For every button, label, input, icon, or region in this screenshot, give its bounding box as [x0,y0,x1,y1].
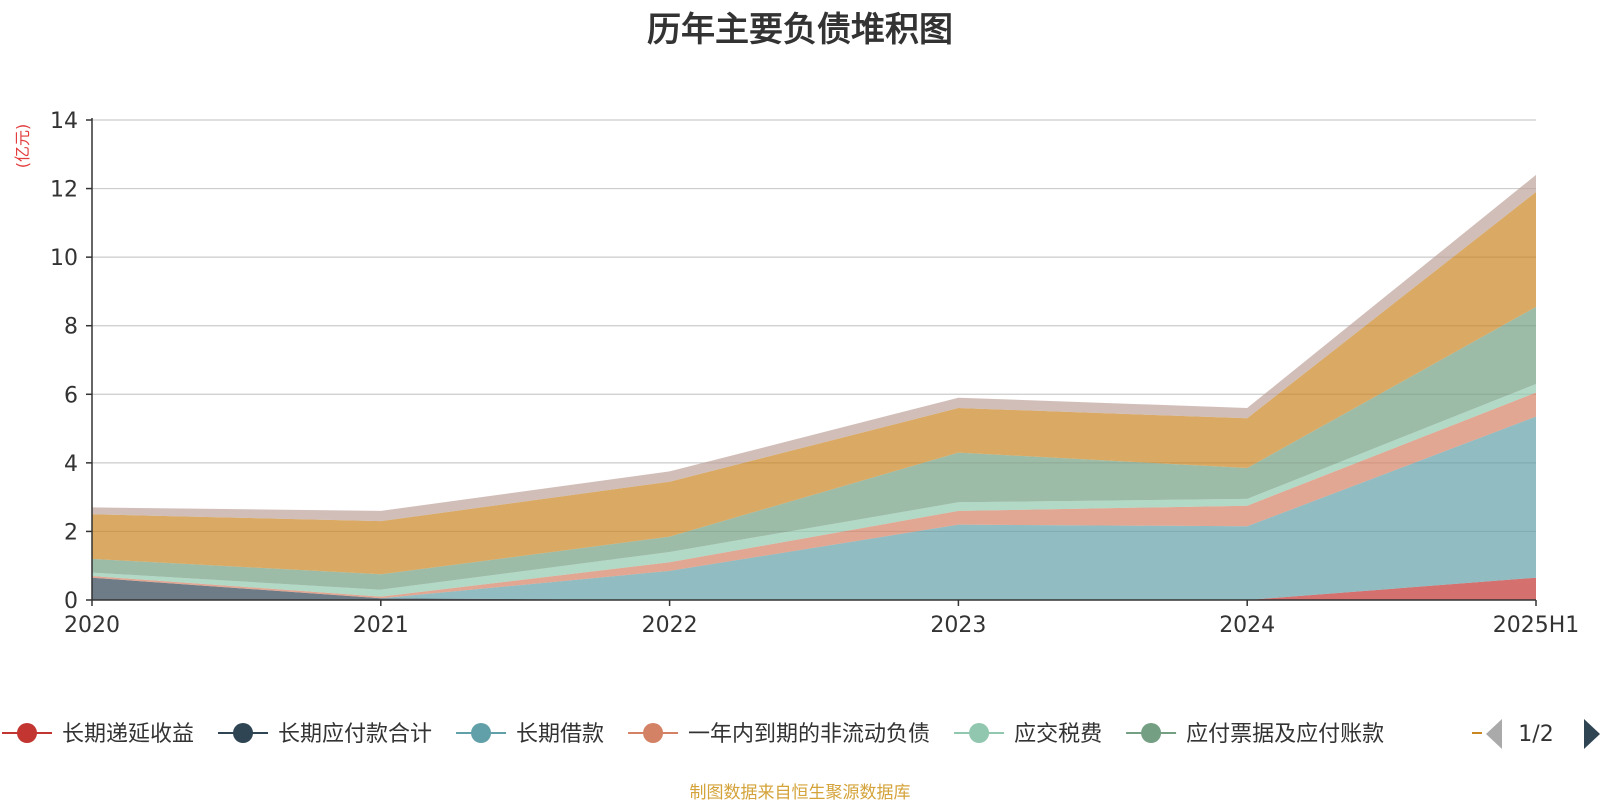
x-tick-label: 2020 [64,613,120,638]
x-tick-label: 2025H1 [1493,613,1580,638]
area-series-2 [92,416,1536,600]
area-series-0 [92,577,1536,600]
legend-marker-4[interactable] [969,723,990,743]
legend-label-1[interactable]: 长期应付款合计 [278,722,432,747]
y-tick-label: 10 [50,246,78,271]
legend-marker-1[interactable] [233,723,254,743]
x-tick-label: 2021 [353,613,409,638]
legend-marker-3[interactable] [643,723,664,743]
legend-label-5[interactable]: 应付票据及应付账款 [1186,722,1384,747]
legend-label-4[interactable]: 应交税费 [1014,722,1102,747]
x-tick-label: 2022 [642,613,698,638]
legend-label-0[interactable]: 长期递延收益 [62,722,194,747]
y-axis-unit-label: (亿元) [14,124,32,169]
legend-next-page-icon[interactable] [1584,719,1600,749]
legend-prev-page-icon[interactable] [1486,719,1502,749]
y-tick-label: 14 [50,109,78,134]
legend-label-2[interactable]: 长期借款 [516,722,604,747]
y-tick-label: 12 [50,178,78,203]
y-axis-unit-text: (亿元) [14,124,32,169]
x-tick-label: 2023 [930,613,986,638]
y-tick-label: 0 [64,589,78,614]
area-series-6 [92,192,1536,575]
legend-label-3[interactable]: 一年内到期的非流动负债 [688,722,930,747]
x-tick-label: 2024 [1219,613,1275,638]
y-tick-label: 2 [64,520,78,545]
y-tick-label: 8 [64,315,78,340]
legend-marker-2[interactable] [471,723,492,743]
y-tick-label: 4 [64,452,78,477]
y-tick-label: 6 [64,383,78,408]
area-series-1 [92,577,1536,600]
legend-marker-0[interactable] [17,723,37,743]
data-source-note: 制图数据来自恒生聚源数据库 [689,783,911,803]
legend-marker-5[interactable] [1141,723,1162,743]
chart-title: 历年主要负债堆积图 [647,10,953,50]
legend-page-indicator: 1/2 [1518,722,1553,747]
